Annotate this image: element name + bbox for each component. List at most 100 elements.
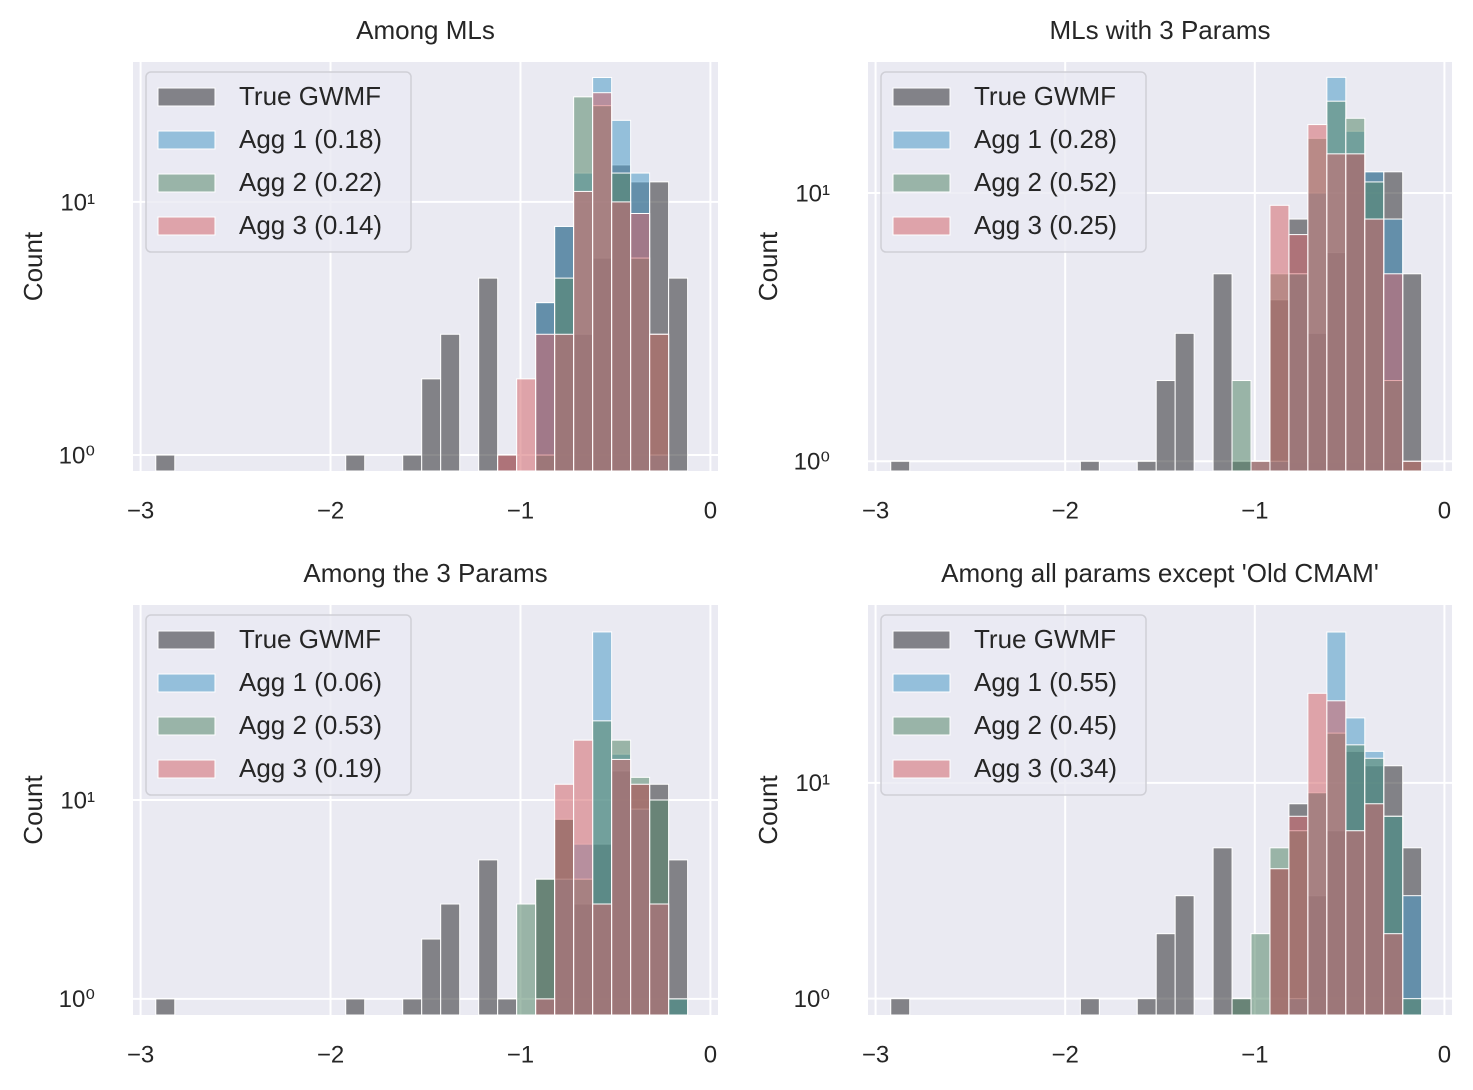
legend-swatch [157,173,216,193]
y-tick-label: 10⁰ [59,442,95,469]
legend-swatch [157,130,216,150]
histogram-bar [668,998,689,1016]
legend-label: Agg 1 (0.55) [974,667,1117,697]
legend-label: Agg 3 (0.14) [239,210,382,240]
panel-title: Among MLs [356,15,495,45]
x-tick-label: 0 [704,497,717,524]
histogram-bar [1326,700,1347,1016]
legend-box [880,614,1147,796]
y-axis-label: Count [18,775,48,845]
panel: −3 −2 −1 0 10⁰ 10¹ Among MLs Count True GWMF Agg … [18,15,718,524]
x-tick-label: −1 [507,497,534,524]
histogram-bar [1288,234,1309,472]
legend-swatch [892,716,951,736]
legend-label: Agg 1 (0.06) [239,667,382,697]
y-tick-label: 10⁰ [59,986,95,1013]
x-tick-label: 0 [1438,497,1451,524]
histogram-bar [155,998,176,1016]
histogram-bar [554,783,575,1016]
histogram-bar [1402,460,1423,472]
histogram-bar [440,903,461,1016]
legend-swatch [157,759,216,779]
legend: True GWMF Agg 1 (0.28) Agg 2 (0.52) Agg 3 (… [880,71,1147,253]
legend-swatch [157,673,216,693]
histogram-bar [611,201,632,472]
histogram-bar [1136,460,1157,472]
legend-swatch [892,630,951,650]
histogram-bar [630,212,651,472]
histogram-bar [402,998,423,1016]
histogram-bar [1212,273,1233,472]
legend-label: True GWMF [239,624,381,654]
histogram-bar [1307,124,1328,472]
legend-label: True GWMF [974,81,1116,111]
x-tick-label: −3 [862,497,889,524]
histogram-bar [1345,830,1366,1016]
panel-title: Among the 3 Params [303,558,547,588]
histogram-bar [1269,204,1290,472]
histogram-bar [1288,815,1309,1016]
histogram-bar [1250,933,1271,1016]
legend-swatch [157,216,216,236]
histogram-bar [421,378,442,472]
legend-box [880,71,1147,253]
legend-box [145,71,412,253]
histogram-bar [573,190,594,472]
histogram-bar [592,92,613,472]
histogram-bar [1155,380,1176,472]
histogram-bar [402,454,423,472]
x-tick-label: −3 [127,497,154,524]
x-tick-label: −1 [507,1041,534,1068]
legend-label: Agg 2 (0.53) [239,710,382,740]
histogram-bar [1212,847,1233,1016]
legend-swatch [892,216,951,236]
legend-swatch [892,87,951,107]
legend: True GWMF Agg 1 (0.06) Agg 2 (0.53) Agg 3 (… [145,614,412,796]
histogram-bar [1231,998,1252,1016]
histogram-bar [1174,895,1195,1016]
legend-label: True GWMF [239,81,381,111]
x-tick-label: −2 [317,1041,344,1068]
histogram-bar [535,878,556,1016]
legend: True GWMF Agg 1 (0.18) Agg 2 (0.22) Agg 3 (… [145,71,412,253]
y-axis-label: Count [753,775,783,845]
histogram-bar [421,938,442,1016]
y-tick-label: 10¹ [795,180,830,207]
legend-label: Agg 1 (0.18) [239,124,382,154]
histogram-bar [535,333,556,472]
y-tick-label: 10⁰ [794,449,830,476]
histogram-bar [478,859,499,1016]
histogram-bar [1079,998,1100,1016]
legend-label: Agg 2 (0.52) [974,167,1117,197]
histogram-bar [890,460,911,472]
y-tick-label: 10¹ [60,189,95,216]
legend-label: Agg 3 (0.25) [974,210,1117,240]
histogram-bar [345,454,366,472]
histogram-bar [440,333,461,472]
x-tick-label: −3 [862,1041,889,1068]
legend-label: Agg 2 (0.45) [974,710,1117,740]
y-tick-label: 10¹ [60,787,95,814]
histogram-bar [1231,380,1252,472]
histogram-bar [1345,153,1366,472]
histogram-bar [1383,273,1404,472]
histogram-bar [668,277,689,472]
y-tick-label: 10⁰ [794,986,830,1013]
histogram-bar [1402,273,1423,472]
histogram-bar [1269,868,1290,1016]
legend-swatch [892,130,951,150]
histogram-bar [1402,895,1423,1016]
x-tick-label: −1 [1241,497,1268,524]
histogram-bar [890,998,911,1016]
histogram-bar [155,454,176,472]
histogram-bar [1155,933,1176,1016]
histogram-bar [535,998,556,1016]
legend-label: True GWMF [974,624,1116,654]
legend-label: Agg 3 (0.34) [974,753,1117,783]
histogram-bar [1307,692,1328,1016]
legend-swatch [892,673,951,693]
histogram-bar [649,903,670,1016]
y-tick-label: 10¹ [795,770,830,797]
legend-swatch [157,87,216,107]
